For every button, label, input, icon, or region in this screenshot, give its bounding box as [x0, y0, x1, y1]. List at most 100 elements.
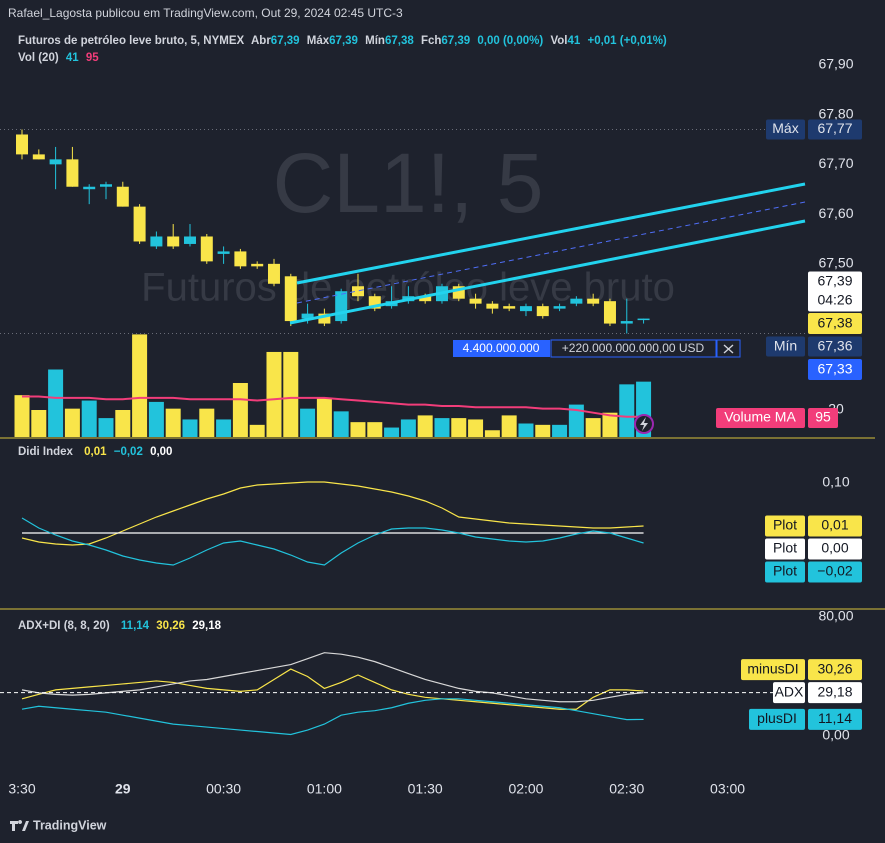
series-label-box: [765, 515, 805, 537]
volume-bar: [585, 418, 601, 437]
volume-bar: [434, 418, 450, 437]
min-value: 67,36: [817, 337, 852, 353]
price-marker-box: [808, 359, 862, 381]
indicator-line: [21, 481, 644, 546]
legend-vol-change: +0,01 (+0,01%): [587, 35, 667, 47]
volume-bar: [266, 351, 282, 437]
series-value: 0,01: [821, 517, 848, 533]
legend-adx: ADX+DI (8, 8, 20) 11,14 30,26 29,18: [18, 620, 225, 632]
candle-body: [251, 263, 264, 267]
volume-bar: [182, 419, 198, 437]
channel-upper: [296, 182, 806, 285]
volume-bar: [98, 418, 114, 437]
close-icon: [723, 344, 734, 354]
x-tick-label: 02:30: [609, 781, 644, 797]
ma-label: Volume MA: [724, 409, 796, 425]
legend-didi-2: −0,02: [113, 446, 143, 458]
candle-body: [49, 159, 62, 165]
bolt: [640, 417, 648, 431]
volume-bar: [468, 419, 484, 437]
x-tick-label: 3:30: [8, 781, 35, 797]
volume-bar: [484, 430, 500, 437]
x-tick-label: 00:30: [206, 781, 241, 797]
legend-main: Futuros de petróleo leve bruto, 5, NYMEX…: [18, 35, 671, 47]
candle-body: [66, 159, 79, 187]
legend-high-label: Máx: [306, 35, 330, 47]
legend-didi-title: Didi Index: [18, 446, 73, 458]
legend-close-label: Fch: [420, 35, 442, 47]
series-label: minusDI: [747, 660, 798, 676]
series-value-box: [808, 538, 862, 560]
volume-bar: [165, 408, 181, 437]
volume-bar: [350, 422, 366, 437]
candle-body: [217, 251, 230, 254]
y-tick-label: 67,50: [818, 255, 853, 271]
volume-bar: [552, 424, 568, 437]
candle-body: [183, 236, 196, 244]
volume-bar: [31, 410, 47, 437]
max-label: Máx: [772, 120, 798, 136]
candle-body: [83, 186, 96, 190]
legend-adx-3: 29,18: [192, 620, 222, 632]
legend-change: 0,00 (0,00%): [477, 35, 544, 47]
volume-bar: [367, 422, 383, 437]
logo-text: TradingView: [33, 818, 107, 832]
y-tick-label: 80,00: [818, 608, 853, 624]
volume-bar: [115, 410, 131, 437]
legend-open-label: Abr: [250, 35, 271, 47]
candle-body: [100, 184, 113, 187]
plot-layer: [14, 129, 652, 736]
series-value-box: [808, 682, 862, 704]
legend-didi-3: 0,00: [150, 446, 173, 458]
volume-bar: [132, 334, 148, 437]
volume-bar: [283, 351, 299, 437]
ma-value-box: [808, 408, 838, 428]
legend-volume: Vol (20) 41 95: [18, 52, 103, 64]
volume-bar: [232, 383, 248, 437]
indicator-line: [21, 652, 644, 703]
series-value-box: [808, 561, 862, 583]
candle-body: [553, 306, 566, 309]
volume-bar: [216, 419, 232, 437]
min-value-box: [808, 336, 862, 357]
measure-volume-box: [453, 340, 550, 357]
ma-label-box: [716, 408, 805, 428]
x-tick-label: 01:30: [408, 781, 443, 797]
price-marker: 67,38: [817, 314, 852, 330]
last-price: 67,39: [817, 272, 852, 288]
volume-bar: [249, 424, 265, 437]
ma-line: [22, 395, 644, 418]
series-value: 29,18: [817, 683, 852, 699]
volume-bar: [451, 418, 467, 437]
candle-body: [32, 154, 45, 160]
candle-body: [116, 186, 129, 207]
series-value-box: [808, 659, 862, 681]
x-tick-label: 02:00: [508, 781, 543, 797]
measure-amount: +220.000.000.000,00 USD: [562, 341, 705, 355]
candle-body: [351, 286, 364, 297]
candle-body: [167, 236, 180, 247]
candle-body: [620, 321, 633, 324]
max-value: 67,77: [817, 120, 852, 136]
legend-volume-ma: 95: [85, 52, 99, 64]
volume-bar: [535, 424, 551, 437]
volume-bar: [400, 419, 416, 437]
publisher: Rafael_Lagosta publicou em TradingView.c…: [8, 6, 403, 20]
series-label-box: [741, 659, 805, 681]
series-value: −0,02: [817, 563, 853, 579]
y-tick-label: 67,70: [818, 155, 853, 171]
series-label-box: [749, 708, 805, 730]
y-tick-label: 0,00: [822, 727, 849, 743]
candle-body: [536, 306, 549, 317]
volume-bar: [333, 411, 349, 437]
legend-volume-study: Vol (20): [18, 52, 59, 64]
candle-body: [267, 263, 280, 284]
price-marker-box: [808, 313, 862, 335]
legend-open: 67,39: [270, 35, 300, 47]
volume-bar: [48, 369, 64, 437]
watermark: CL1!, 5: [273, 136, 544, 230]
volume-bar: [14, 395, 30, 437]
ma-value: 95: [815, 409, 831, 425]
